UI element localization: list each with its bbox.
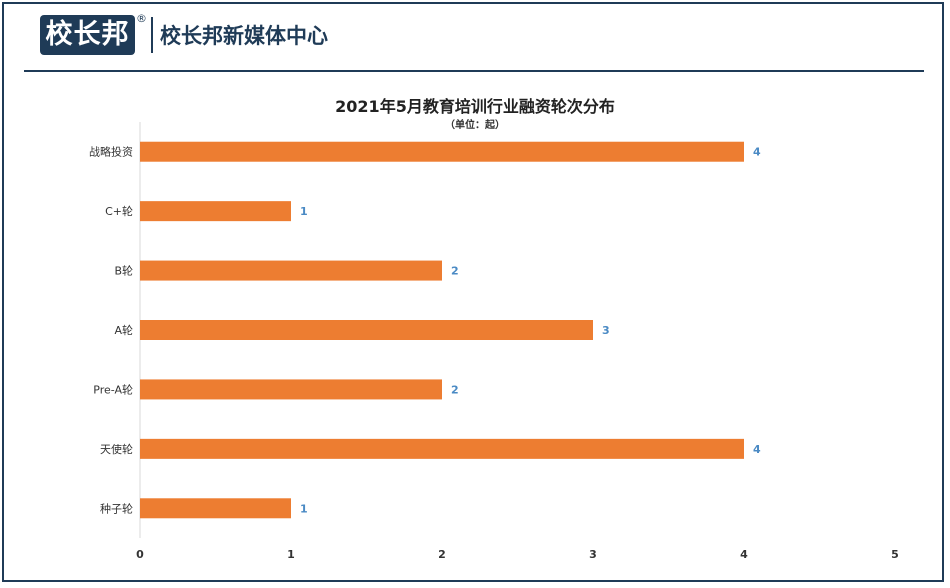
category-label: 种子轮 [100, 501, 133, 515]
registered-mark: ® [136, 12, 147, 25]
category-label: 战略投资 [89, 145, 133, 159]
chart-title: 2021年5月教育培训行业融资轮次分布 [335, 97, 615, 116]
plot-area: 战略投资 4 C+轮 1 B轮 2 A轮 3 Pre-A轮 2 天使轮 4 种子轮 1 0 1 2 3 4 5 [89, 122, 899, 561]
x-tick-label: 1 [287, 548, 295, 561]
bar [140, 438, 744, 459]
bar [140, 498, 291, 519]
brand-name: 校长邦新媒体中心 [160, 23, 328, 48]
category-label: 天使轮 [100, 442, 133, 456]
data-label: 2 [451, 383, 459, 396]
x-tick-label: 2 [438, 548, 446, 561]
brand-logo: 校长邦 [40, 15, 135, 55]
bar [140, 379, 442, 400]
header: 校长邦 ® 校长邦新媒体中心 [0, 0, 950, 72]
category-label: A轮 [114, 323, 133, 337]
x-tick-label: 5 [891, 548, 899, 561]
bar [140, 320, 593, 340]
data-label: 3 [602, 324, 610, 337]
x-tick-label: 3 [589, 548, 597, 561]
outer-frame [2, 2, 944, 582]
category-label: C+轮 [105, 204, 133, 218]
x-tick-label: 0 [136, 548, 144, 561]
data-label: 2 [451, 265, 459, 278]
data-label: 4 [753, 146, 761, 159]
category-label: B轮 [114, 264, 133, 278]
category-label: Pre-A轮 [93, 382, 133, 396]
bar [140, 260, 442, 281]
bar [140, 201, 291, 222]
data-label: 4 [753, 443, 761, 456]
chart-subtitle: （单位：起） [445, 118, 505, 131]
header-divider [151, 17, 153, 53]
bar [140, 141, 744, 162]
x-tick-label: 4 [740, 548, 748, 561]
header-rule [24, 70, 924, 72]
data-label: 1 [300, 205, 308, 218]
data-label: 1 [300, 502, 308, 515]
